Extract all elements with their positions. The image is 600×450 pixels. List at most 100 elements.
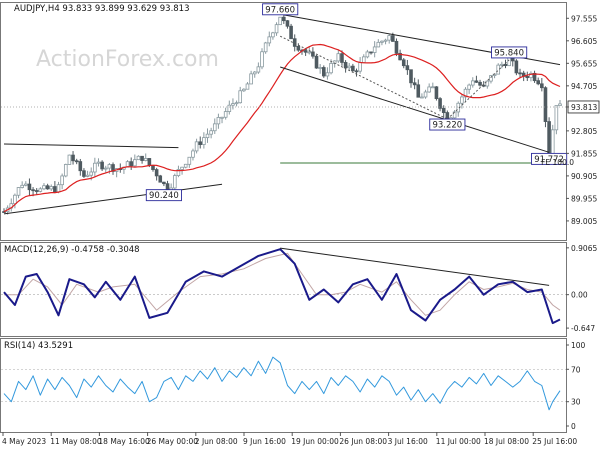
candle-body bbox=[351, 65, 355, 72]
candle-body bbox=[361, 56, 366, 63]
candle-body bbox=[274, 24, 279, 34]
candle-body bbox=[267, 36, 272, 44]
candle-body bbox=[154, 169, 159, 177]
candle-body bbox=[162, 181, 166, 185]
candle-body bbox=[180, 166, 184, 170]
candle-body bbox=[24, 183, 28, 186]
moving-average-line bbox=[3, 43, 561, 213]
price-annotation-label: 93.220 bbox=[432, 121, 462, 131]
rsi-tick-label: 100 bbox=[571, 341, 586, 350]
candle-body bbox=[321, 67, 326, 77]
price-annotation-label: 95.840 bbox=[494, 48, 524, 58]
candle-body bbox=[271, 32, 275, 38]
candle-body bbox=[496, 64, 501, 75]
macd-panel-title: MACD(12,26,9) -0.4758 -0.3048 bbox=[4, 245, 140, 255]
candle-body bbox=[536, 80, 540, 85]
fe-label: FE 100.0 bbox=[541, 158, 574, 167]
price-tick-label: 91.855 bbox=[571, 149, 597, 158]
time-tick-label: 26 Jun 08:00 bbox=[339, 437, 387, 446]
price-tick-label: 94.705 bbox=[571, 82, 597, 91]
candle-body bbox=[176, 169, 181, 177]
candle-body bbox=[525, 75, 530, 79]
candle-body bbox=[56, 184, 61, 193]
candle-body bbox=[336, 53, 341, 62]
candle-body bbox=[183, 163, 188, 168]
candle-body bbox=[470, 80, 475, 86]
candle-body bbox=[198, 141, 203, 145]
price-annotation-box bbox=[429, 118, 466, 131]
candle-body bbox=[245, 83, 250, 90]
price-panel-frame bbox=[0, 2, 567, 241]
candle-body bbox=[20, 184, 24, 188]
candle-body bbox=[42, 185, 46, 190]
candle-body bbox=[67, 154, 72, 165]
macd-tick-label: -0.647 bbox=[571, 324, 595, 333]
rsi-line bbox=[3, 356, 561, 411]
candle-body bbox=[103, 167, 108, 170]
candle-body bbox=[172, 175, 177, 189]
candle-body bbox=[34, 190, 39, 192]
candle-body bbox=[31, 189, 35, 192]
price-tick-label: 96.605 bbox=[571, 37, 597, 46]
candle-body bbox=[369, 51, 373, 54]
candle-body bbox=[518, 72, 522, 75]
candle-body bbox=[187, 156, 192, 165]
candle-body bbox=[398, 52, 402, 61]
trendline bbox=[279, 35, 448, 120]
candle-body bbox=[289, 25, 293, 40]
candle-body bbox=[96, 161, 101, 164]
candle-body bbox=[532, 72, 537, 82]
rsi-plot bbox=[1, 356, 566, 411]
candle-body bbox=[151, 164, 155, 170]
price-annotation-label: 90.240 bbox=[149, 191, 179, 201]
candle-body bbox=[89, 171, 94, 176]
candle-body bbox=[220, 116, 224, 119]
candle-body bbox=[133, 159, 137, 167]
price-tick-label: 93.813 bbox=[571, 103, 597, 112]
candle-body bbox=[394, 40, 399, 54]
time-tick-label: 4 May 2023 bbox=[2, 437, 46, 446]
candle-body bbox=[60, 175, 64, 186]
candle-body bbox=[209, 130, 213, 135]
rsi-tick-label: 70 bbox=[571, 365, 581, 374]
macd-line bbox=[3, 248, 561, 325]
candle-body bbox=[460, 96, 464, 104]
price-tick-label: 90.905 bbox=[571, 172, 597, 181]
candle-body bbox=[263, 42, 268, 53]
candle-body bbox=[314, 55, 319, 69]
candle-body bbox=[238, 90, 243, 104]
candle-body bbox=[427, 86, 431, 93]
price-annotation-label: 97.660 bbox=[265, 5, 295, 15]
axes: 97.555 96.605 95.655 94.705 93.813 92.805 91.8… bbox=[1, 14, 600, 446]
rsi-panel-title: RSI(14) 43.5291 bbox=[4, 341, 73, 351]
candle-body bbox=[285, 20, 290, 27]
candle-body bbox=[485, 80, 490, 87]
candle-body bbox=[347, 65, 352, 69]
candle-body bbox=[416, 84, 421, 98]
macd-tick-label: 0.9065 bbox=[571, 244, 597, 253]
candle-body bbox=[540, 83, 544, 89]
price-panel-title: AUDJPY,H4 93.833 93.899 93.629 93.813 bbox=[14, 4, 190, 14]
candle-body bbox=[325, 72, 330, 77]
candle-body bbox=[45, 185, 50, 190]
time-tick-label: 3 Jul 16:00 bbox=[388, 437, 428, 446]
time-tick-label: 11 May 08:00 bbox=[50, 437, 102, 446]
candle-body bbox=[147, 158, 152, 166]
candle-body bbox=[71, 154, 75, 162]
candle-body bbox=[234, 102, 239, 105]
candle-body bbox=[260, 51, 264, 68]
candle-body bbox=[107, 164, 112, 169]
candle-body bbox=[191, 150, 195, 158]
candle-body bbox=[82, 170, 86, 177]
candle-body bbox=[136, 155, 141, 161]
time-tick-label: 18 May 16:00 bbox=[98, 437, 150, 446]
candle-body bbox=[242, 88, 246, 92]
candle-body bbox=[27, 183, 32, 191]
candle-body bbox=[463, 88, 468, 98]
candle-body bbox=[438, 98, 442, 109]
candle-body bbox=[372, 46, 377, 53]
candle-body bbox=[420, 96, 424, 99]
price-tick-label: 95.655 bbox=[571, 59, 597, 68]
candle-body bbox=[38, 188, 43, 192]
